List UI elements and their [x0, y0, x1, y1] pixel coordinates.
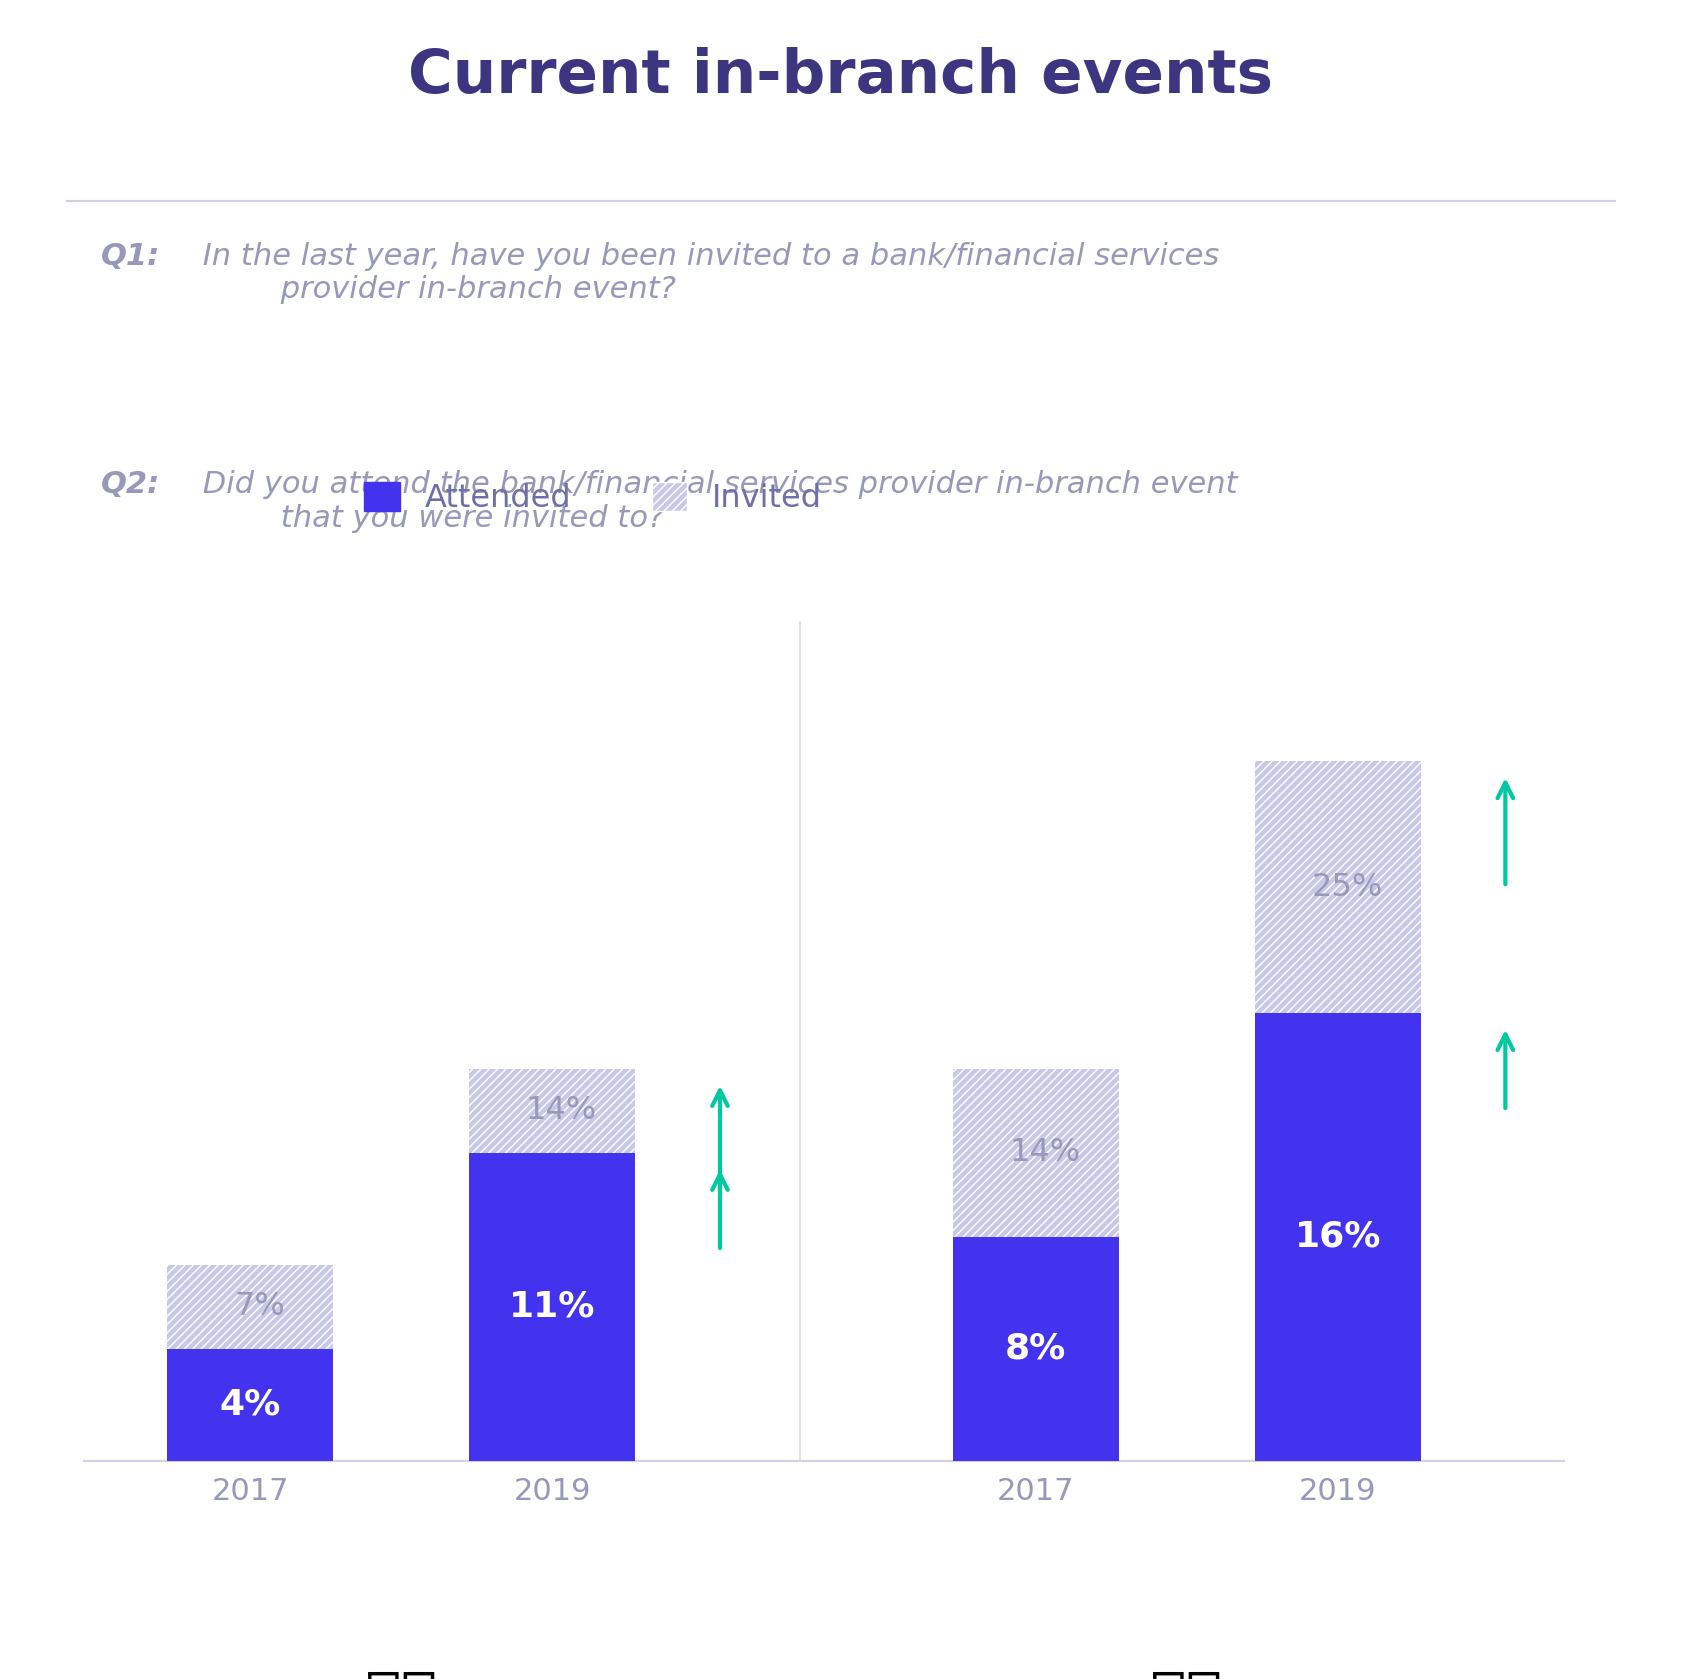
- Bar: [469, 1070, 636, 1153]
- Text: 7%: 7%: [234, 1291, 284, 1323]
- Text: Q1:: Q1:: [101, 242, 160, 270]
- Bar: [1255, 1012, 1421, 1461]
- Text: Current in-branch events: Current in-branch events: [409, 47, 1273, 106]
- Bar: [167, 1264, 333, 1348]
- Text: 16%: 16%: [1295, 1221, 1381, 1254]
- Bar: [469, 1153, 636, 1461]
- Text: 11%: 11%: [510, 1289, 595, 1323]
- Text: Q2:: Q2:: [101, 470, 160, 499]
- Text: 🇺🇸: 🇺🇸: [1150, 1669, 1223, 1679]
- Text: 14%: 14%: [526, 1095, 597, 1127]
- Bar: [167, 1348, 333, 1461]
- Text: 8%: 8%: [1006, 1331, 1066, 1365]
- Text: 25%: 25%: [1312, 871, 1383, 903]
- Bar: [952, 1237, 1119, 1461]
- Text: 🇬🇧: 🇬🇧: [365, 1669, 437, 1679]
- Text: In the last year, have you been invited to a bank/financial services
         pr: In the last year, have you been invited …: [193, 242, 1219, 304]
- Text: 4%: 4%: [220, 1389, 281, 1422]
- Legend: Attended, Invited: Attended, Invited: [352, 470, 836, 527]
- Text: 14%: 14%: [1009, 1137, 1080, 1169]
- Bar: [952, 1070, 1119, 1237]
- Bar: [1255, 761, 1421, 1012]
- Text: Did you attend the bank/financial services provider in-branch event
         tha: Did you attend the bank/financial servic…: [193, 470, 1238, 532]
